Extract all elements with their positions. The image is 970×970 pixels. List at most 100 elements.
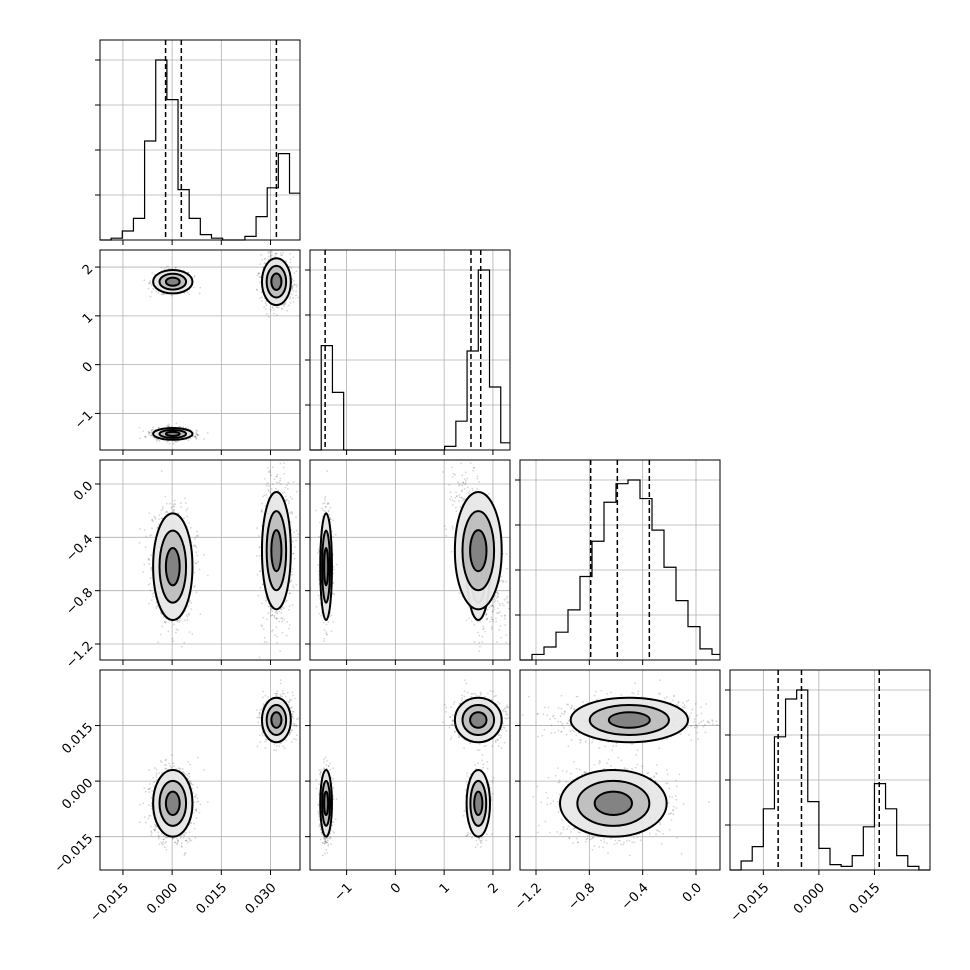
sample-point (267, 489, 270, 491)
sample-point (157, 291, 160, 294)
sample-point (296, 490, 298, 493)
panel-frame (99, 39, 301, 241)
sample-point (152, 426, 154, 429)
sample-point (152, 520, 154, 523)
sample-point (286, 488, 289, 490)
sample-point (282, 607, 285, 610)
sample-point (157, 523, 160, 526)
histogram-step-line (520, 479, 720, 661)
sample-point (195, 429, 198, 431)
sample-point (283, 303, 286, 306)
sample-point (266, 482, 269, 484)
sample-point (257, 272, 260, 275)
sample-point (173, 508, 176, 511)
sample-point (161, 293, 164, 295)
sample-point (178, 621, 180, 623)
sample-point (288, 265, 291, 268)
sample-point (150, 554, 153, 557)
sample-point (291, 568, 294, 570)
sample-point (257, 272, 260, 275)
sample-point (295, 294, 297, 297)
sample-point (175, 440, 178, 443)
sample-point (264, 505, 267, 507)
sample-point (265, 484, 268, 487)
sample-point (479, 645, 481, 648)
sample-point (161, 517, 163, 520)
sample-point (193, 276, 196, 279)
sample-point (283, 302, 286, 305)
sample-point (151, 430, 154, 433)
sample-point (278, 620, 281, 623)
sample-point (270, 608, 273, 611)
density-contour (164, 276, 181, 287)
sample-point (291, 497, 294, 500)
sample-point (289, 252, 292, 255)
sample-point (283, 491, 286, 494)
sample-point (267, 316, 270, 318)
sample-point (197, 560, 199, 563)
sample-point (256, 274, 259, 277)
sample-point (167, 425, 170, 428)
sample-point (275, 617, 278, 620)
sample-point (273, 309, 276, 311)
sample-point (148, 432, 150, 434)
sample-point (274, 255, 276, 258)
sample-point (147, 287, 150, 290)
sample-point (485, 612, 488, 615)
sample-point (147, 557, 150, 560)
sample-point (473, 666, 475, 668)
sample-point (285, 634, 288, 637)
sample-point (292, 586, 295, 589)
sample-point (183, 517, 185, 520)
sample-point (276, 612, 279, 615)
sample-point (285, 599, 288, 602)
sample-point (271, 483, 274, 486)
sample-point (173, 503, 175, 506)
sample-point (295, 285, 298, 288)
sample-point (190, 526, 192, 529)
sample-point (152, 592, 154, 595)
sample-point (165, 266, 168, 268)
sample-point (162, 616, 165, 618)
sample-point (275, 487, 277, 490)
sample-point (184, 502, 187, 504)
sample-point (265, 641, 268, 643)
sample-point (291, 288, 294, 291)
sample-point (271, 307, 274, 309)
sample-point (148, 512, 151, 515)
sample-point (173, 505, 176, 508)
sample-point (190, 666, 192, 668)
sample-point (156, 526, 159, 529)
sample-point (290, 573, 293, 576)
sample-point (206, 574, 209, 577)
sample-point (279, 479, 282, 482)
sample-point (286, 498, 288, 501)
sample-point (288, 502, 290, 505)
sample-point (186, 515, 189, 518)
sample-point (291, 512, 294, 515)
sample-point (170, 294, 173, 297)
panel-frame (519, 459, 721, 661)
sample-point (292, 296, 294, 299)
sample-point (203, 438, 206, 440)
sample-point (297, 533, 300, 536)
sample-point (477, 631, 479, 634)
sample-point (175, 631, 177, 634)
sample-point (318, 521, 321, 524)
y-tick-label: 0.0 (71, 479, 96, 504)
sample-point (291, 286, 294, 288)
sample-point (268, 446, 270, 448)
sample-point (195, 431, 198, 434)
sample-point (262, 495, 265, 498)
sample-point (196, 430, 198, 433)
sample-point (180, 505, 183, 508)
sample-point (259, 263, 262, 266)
sample-point (288, 500, 290, 503)
sample-point (167, 425, 170, 428)
sample-point (148, 282, 151, 285)
sample-point (318, 612, 321, 615)
sample-point (276, 475, 278, 478)
sample-point (477, 620, 479, 623)
sample-point (159, 633, 162, 636)
sample-point (273, 312, 275, 315)
